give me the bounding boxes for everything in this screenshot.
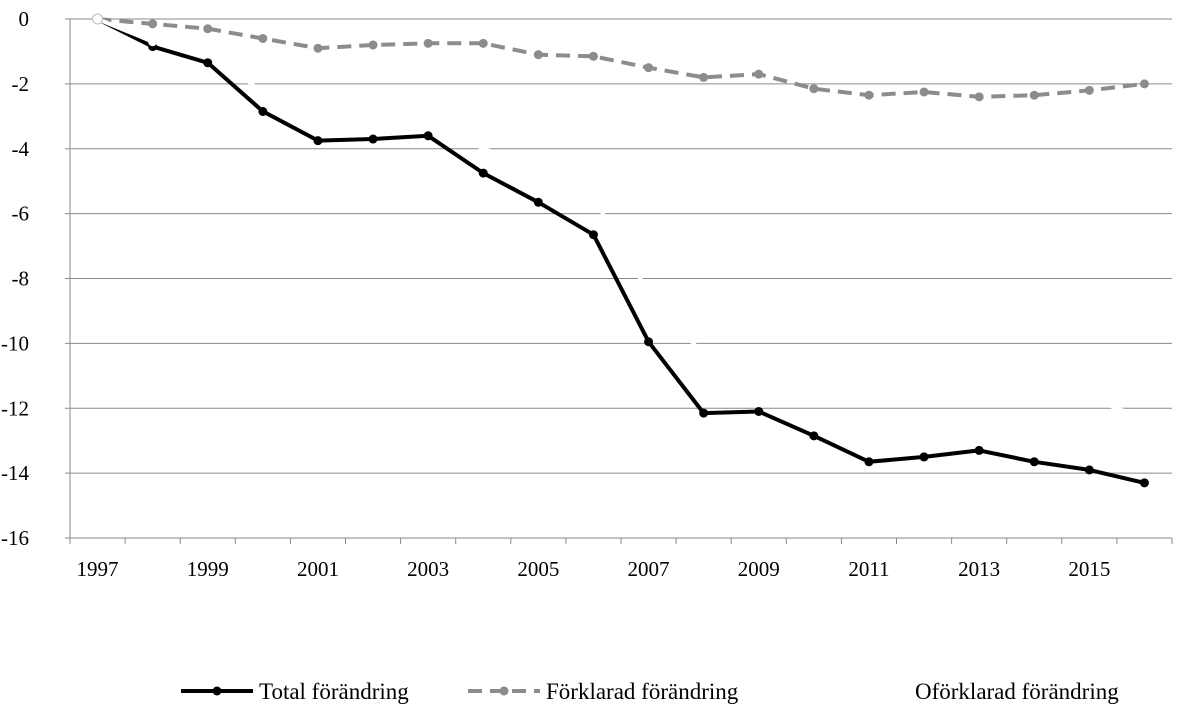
data-point bbox=[258, 87, 268, 97]
axes: 0 -2 -4 -6 -8 -10 -12 -14 -16 1997 1999 2001 2003 200… bbox=[1, 7, 1173, 581]
data-point bbox=[588, 230, 598, 240]
x-tick-label: 2009 bbox=[738, 557, 780, 581]
data-point bbox=[423, 38, 433, 48]
legend-swatch-marker bbox=[212, 686, 222, 696]
data-point bbox=[148, 37, 158, 47]
data-point bbox=[423, 106, 433, 116]
data-point bbox=[699, 72, 709, 82]
data-point bbox=[809, 361, 819, 371]
data-point bbox=[974, 92, 984, 102]
y-tick-label: 0 bbox=[19, 7, 30, 31]
data-point bbox=[478, 168, 488, 178]
data-point bbox=[974, 368, 984, 378]
data-point bbox=[533, 162, 543, 172]
x-tick-label: 2003 bbox=[407, 557, 449, 581]
data-point bbox=[864, 381, 874, 391]
data-point bbox=[809, 84, 819, 94]
y-tick-label: -10 bbox=[1, 331, 29, 355]
data-point bbox=[754, 351, 764, 361]
data-point bbox=[203, 48, 213, 58]
x-tick-label: 2013 bbox=[958, 557, 1000, 581]
data-point bbox=[864, 90, 874, 100]
series-line bbox=[96, 17, 1146, 420]
data-point bbox=[1139, 79, 1149, 89]
data-point bbox=[203, 58, 213, 68]
data-point bbox=[478, 144, 488, 154]
data-point bbox=[313, 136, 323, 146]
x-tick-label: 2007 bbox=[628, 557, 670, 581]
data-point bbox=[1139, 413, 1149, 423]
series-line bbox=[97, 17, 1145, 99]
y-tick-label: -4 bbox=[12, 137, 30, 161]
data-point bbox=[1139, 478, 1149, 488]
data-point bbox=[1084, 85, 1094, 95]
data-point bbox=[478, 38, 488, 48]
legend-item-1: Total förändring bbox=[181, 679, 409, 704]
data-point bbox=[644, 63, 654, 73]
data-point bbox=[754, 406, 764, 416]
data-point bbox=[974, 445, 984, 455]
data-point bbox=[368, 134, 378, 144]
data-point bbox=[864, 457, 874, 467]
y-tick-label: -16 bbox=[1, 526, 29, 550]
x-tick-label: 1997 bbox=[77, 557, 119, 581]
data-point bbox=[919, 452, 929, 462]
legend-label: Total förändring bbox=[259, 679, 409, 704]
x-tick-label: 1999 bbox=[187, 557, 229, 581]
series-1 bbox=[93, 14, 1149, 488]
data-point bbox=[644, 288, 654, 298]
data-point bbox=[423, 131, 433, 141]
data-point bbox=[644, 337, 654, 347]
data-point bbox=[1029, 457, 1039, 467]
data-point bbox=[203, 24, 213, 34]
legend-swatch-marker bbox=[868, 686, 878, 696]
y-tick-label: -2 bbox=[12, 72, 30, 96]
series-2 bbox=[93, 14, 1149, 102]
legend-label: Oförklarad förändring bbox=[915, 679, 1119, 704]
x-tick-label: 2001 bbox=[297, 557, 339, 581]
data-point bbox=[919, 379, 929, 389]
y-tick-label: -12 bbox=[1, 396, 29, 420]
legend-item-3: Oförklarad förändring bbox=[837, 679, 1119, 704]
y-tick-label: -8 bbox=[12, 267, 30, 291]
data-point bbox=[368, 108, 378, 118]
legend-label: Förklarad förändring bbox=[546, 679, 739, 704]
data-point bbox=[1084, 394, 1094, 404]
data-point bbox=[809, 431, 819, 441]
data-point bbox=[1084, 465, 1094, 475]
data-point bbox=[1029, 90, 1039, 100]
data-point bbox=[313, 43, 323, 53]
data-point bbox=[533, 50, 543, 60]
data-point bbox=[313, 106, 323, 116]
series-lines bbox=[92, 13, 1149, 488]
legend: Total förändring Förklarad förändring Oför… bbox=[181, 679, 1119, 704]
data-point bbox=[754, 69, 764, 79]
x-tick-label: 2011 bbox=[848, 557, 889, 581]
data-point bbox=[368, 40, 378, 50]
series-line bbox=[96, 17, 1145, 485]
data-point bbox=[919, 87, 929, 97]
legend-swatch-marker bbox=[499, 686, 509, 696]
data-point bbox=[588, 192, 598, 202]
x-tick-label: 2015 bbox=[1068, 557, 1110, 581]
series-3 bbox=[93, 14, 1149, 423]
data-point bbox=[1029, 381, 1039, 391]
x-tick-label: 2005 bbox=[517, 557, 559, 581]
data-point bbox=[588, 51, 598, 61]
y-tick-label: -14 bbox=[1, 461, 29, 485]
legend-item-2: Förklarad förändring bbox=[468, 679, 739, 704]
data-point bbox=[533, 197, 543, 207]
data-point bbox=[699, 350, 709, 360]
y-tick-label: -6 bbox=[12, 202, 30, 226]
data-point bbox=[699, 408, 709, 418]
data-point bbox=[258, 33, 268, 43]
data-point bbox=[148, 19, 158, 29]
data-point bbox=[258, 106, 268, 116]
start-point-marker bbox=[92, 13, 104, 25]
